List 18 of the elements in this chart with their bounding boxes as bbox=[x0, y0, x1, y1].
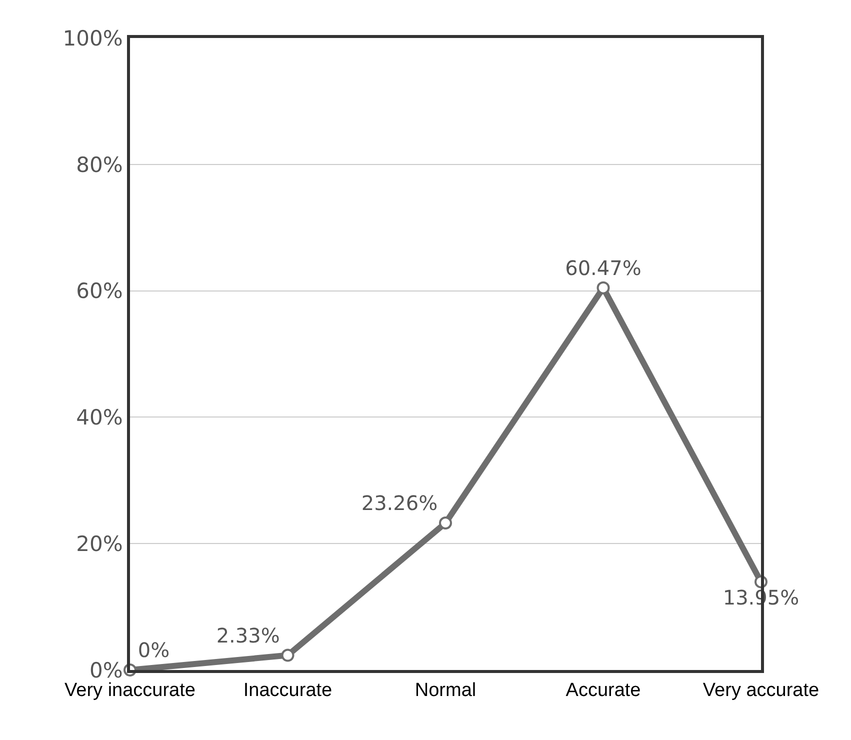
data-label: 0% bbox=[138, 638, 170, 662]
data-label: 2.33% bbox=[216, 623, 280, 648]
y-tick-label: 80% bbox=[76, 152, 123, 177]
x-tick-label: Normal bbox=[414, 680, 476, 701]
point bbox=[281, 648, 294, 662]
x-tick-label: Very accurate bbox=[702, 680, 820, 701]
data-label: 23.26% bbox=[361, 491, 438, 516]
data-label: 60.47% bbox=[565, 256, 642, 280]
point bbox=[596, 281, 610, 294]
y-tick-label: 20% bbox=[76, 532, 123, 556]
point bbox=[439, 516, 452, 530]
x-tick-label: Accurate bbox=[566, 680, 641, 701]
y-tick-label: 40% bbox=[76, 406, 123, 430]
y-tick-label: 100% bbox=[62, 26, 123, 50]
x-tick-label: Very inaccurate bbox=[64, 680, 196, 701]
y-tick-label: 60% bbox=[76, 279, 123, 304]
x-tick-label: Inaccurate bbox=[243, 680, 332, 701]
y-tick-label: 0% bbox=[89, 658, 123, 682]
